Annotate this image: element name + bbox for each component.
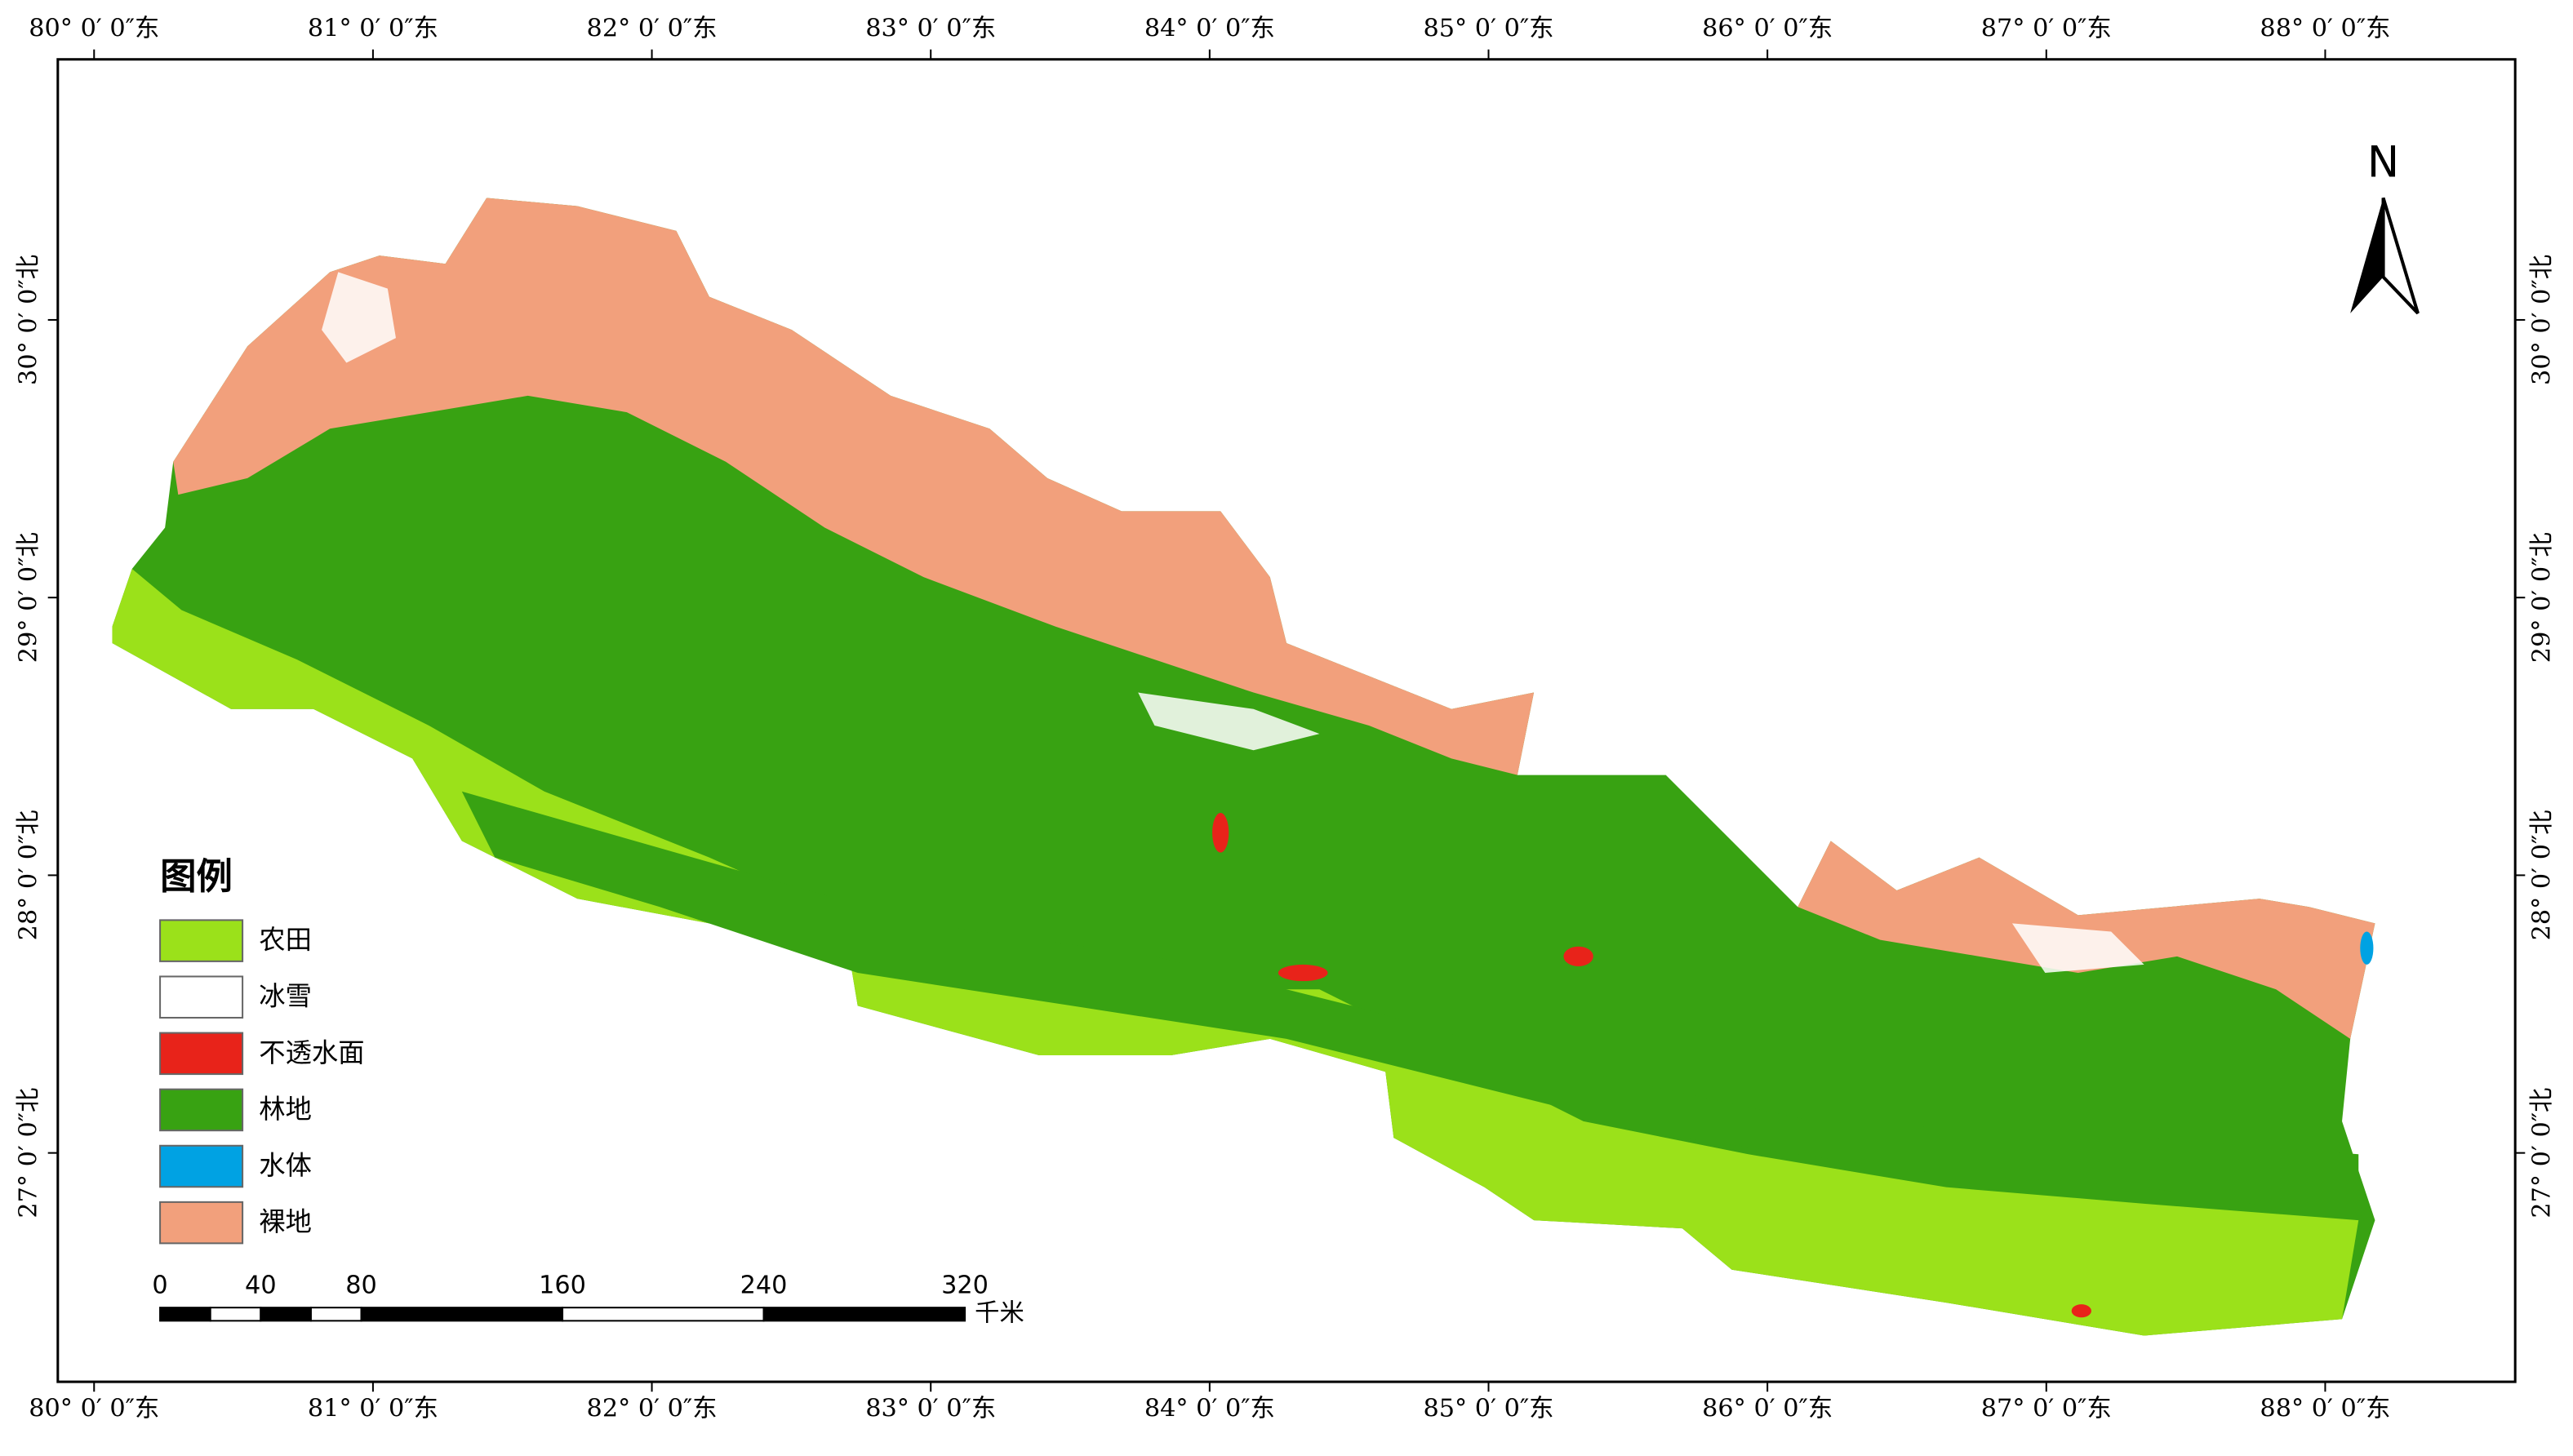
lon-label: 87° 0′ 0″东	[1981, 14, 2112, 42]
nepal-forest-siwalik	[461, 791, 2359, 1221]
lon-label: 80° 0′ 0″东	[29, 1394, 159, 1423]
urban-patch	[1212, 813, 1229, 853]
legend-swatch	[159, 1201, 244, 1245]
urban-patch	[1278, 964, 1328, 982]
lon-label: 82° 0′ 0″东	[587, 1394, 718, 1423]
lat-label: 30° 0′ 0″北	[2528, 255, 2557, 385]
legend-label: 不透水面	[259, 1037, 364, 1068]
lon-label: 84° 0′ 0″东	[1144, 14, 1275, 42]
scale-segment	[209, 1307, 262, 1322]
lon-label: 81° 0′ 0″东	[308, 14, 438, 42]
lon-label: 80° 0′ 0″东	[29, 14, 159, 42]
lat-label: 29° 0′ 0″北	[2528, 532, 2557, 663]
legend-label: 裸地	[259, 1206, 312, 1237]
lon-label: 84° 0′ 0″东	[1144, 1394, 1275, 1423]
legend-swatch	[159, 1144, 244, 1188]
urban-patch	[2071, 1304, 2091, 1318]
lon-label: 85° 0′ 0″东	[1423, 1394, 1553, 1423]
scale-label: 160	[539, 1271, 586, 1299]
lon-label: 88° 0′ 0″东	[2260, 14, 2390, 42]
north-arrow-right	[2381, 197, 2420, 315]
legend-label: 农田	[259, 925, 312, 956]
legend-label: 林地	[259, 1094, 312, 1125]
nepal-snow	[1138, 692, 1320, 751]
scale-segment	[360, 1307, 564, 1322]
nepal-snow	[322, 272, 396, 363]
nepal-snow	[2011, 923, 2144, 974]
legend-label: 冰雪	[259, 981, 312, 1012]
nepal-forest	[112, 198, 2375, 1336]
legend-swatch	[159, 975, 244, 1019]
scale-segment	[260, 1307, 312, 1322]
scale-segment	[309, 1307, 362, 1322]
lat-label: 28° 0′ 0″北	[2528, 810, 2557, 940]
legend-swatch	[159, 919, 244, 962]
legend-swatch	[159, 1032, 244, 1076]
scale-label: 0	[152, 1271, 167, 1299]
lon-label: 82° 0′ 0″东	[587, 14, 718, 42]
lon-label: 87° 0′ 0″东	[1981, 1394, 2112, 1423]
scale-label: 40	[245, 1271, 277, 1299]
lon-label: 83° 0′ 0″东	[865, 14, 996, 42]
scale-segment	[762, 1307, 967, 1322]
scale-segment	[562, 1307, 765, 1322]
legend-title: 图例	[160, 856, 233, 898]
lon-label: 81° 0′ 0″东	[308, 1394, 438, 1423]
lat-label: 30° 0′ 0″北	[14, 255, 42, 385]
nepal-bare	[173, 198, 1535, 775]
lon-label: 88° 0′ 0″东	[2260, 1394, 2390, 1423]
lat-label: 27° 0′ 0″北	[2528, 1088, 2557, 1219]
lat-label: 28° 0′ 0″北	[14, 810, 42, 940]
north-arrow: N	[2350, 138, 2420, 315]
scale-segment	[159, 1307, 211, 1322]
land-cover	[112, 198, 2375, 1336]
lat-label: 29° 0′ 0″北	[14, 532, 42, 663]
scale-unit: 千米	[975, 1299, 1024, 1328]
lon-label: 86° 0′ 0″东	[1702, 1394, 1833, 1423]
urban-patch	[1563, 946, 1593, 966]
legend-label: 水体	[259, 1150, 312, 1181]
scale-label: 320	[941, 1271, 989, 1299]
scale-label: 80	[345, 1271, 377, 1299]
legend-swatch	[159, 1088, 244, 1132]
lon-label: 86° 0′ 0″东	[1702, 14, 1833, 42]
nepal-cropland	[112, 569, 2359, 1336]
lon-label: 83° 0′ 0″东	[865, 1394, 996, 1423]
north-arrow-left	[2350, 198, 2384, 313]
north-label: N	[2367, 138, 2399, 188]
scale-label: 240	[740, 1271, 788, 1299]
water-patch	[2360, 931, 2374, 965]
lat-label: 27° 0′ 0″北	[14, 1088, 42, 1219]
lon-label: 85° 0′ 0″东	[1423, 14, 1553, 42]
